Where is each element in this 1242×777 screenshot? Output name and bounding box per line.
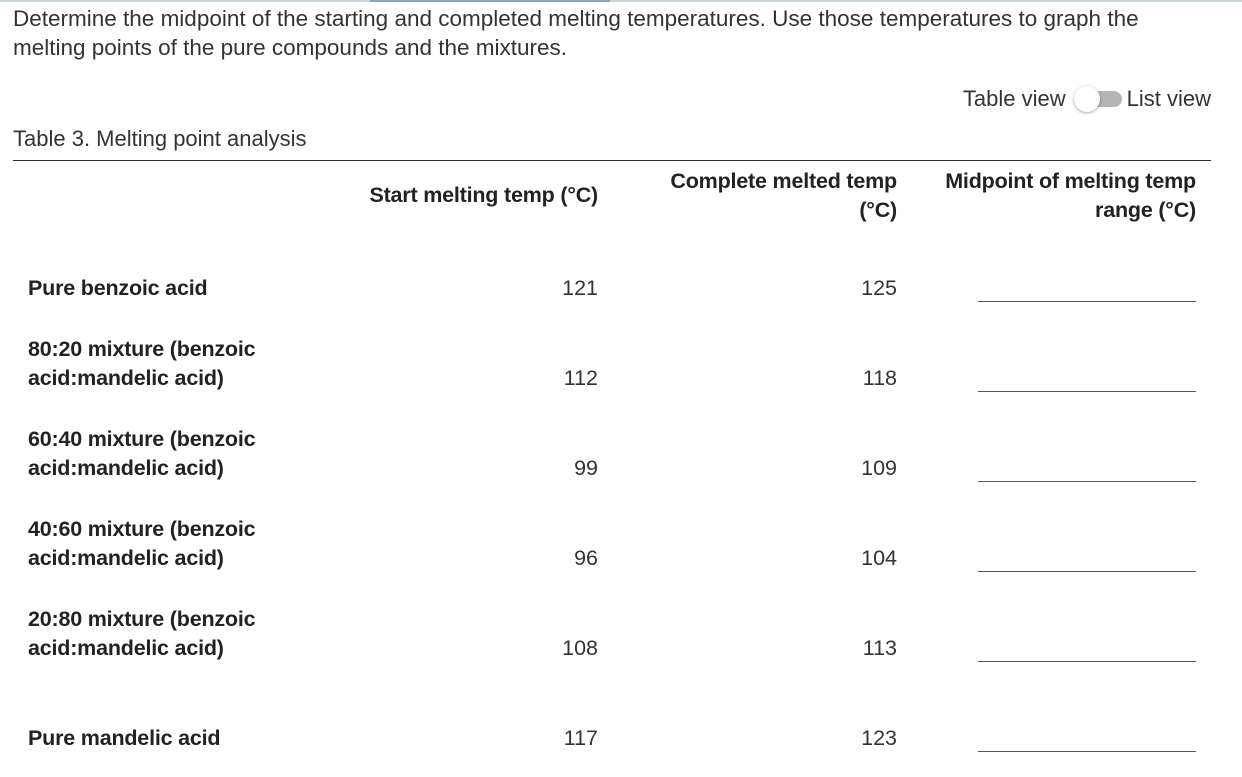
cell-start: 112 [563, 366, 598, 390]
view-toggle: Table view List view [963, 84, 1211, 114]
top-border [0, 0, 1242, 2]
row-label-line2: acid:mandelic acid) [28, 546, 224, 570]
midpoint-answer-blank[interactable] [978, 481, 1196, 482]
list-view-label[interactable]: List view [1126, 86, 1211, 111]
midpoint-answer-blank[interactable] [978, 751, 1196, 752]
midpoint-answer-blank[interactable] [978, 661, 1196, 662]
row-label-line1: 40:60 mixture (benzoic [28, 517, 256, 541]
table-top-rule [13, 160, 1211, 161]
cell-start: 117 [563, 726, 598, 750]
toggle-knob[interactable] [1073, 86, 1100, 112]
row-label-line2: acid:mandelic acid) [28, 456, 224, 480]
row-label-line2: acid:mandelic acid) [28, 366, 224, 390]
row-label-40-60: 40:60 mixture (benzoic acid:mandelic aci… [28, 515, 256, 573]
row-label-line1: 20:80 mixture (benzoic [28, 607, 256, 631]
row-label-60-40: 60:40 mixture (benzoic acid:mandelic aci… [28, 425, 256, 483]
cell-complete: 109 [861, 456, 897, 480]
header-midpoint-line2: range (°C) [1095, 198, 1196, 222]
row-label-line1: Pure benzoic acid [28, 276, 208, 300]
table-caption: Table 3. Melting point analysis [13, 126, 307, 151]
cell-complete: 118 [862, 366, 897, 390]
header-complete-line1: Complete melted temp [670, 169, 897, 193]
table-view-label[interactable]: Table view [962, 86, 1066, 111]
row-label-pure-benzoic: Pure benzoic acid [28, 274, 208, 303]
cell-complete: 104 [861, 546, 897, 570]
header-midpoint: Midpoint of melting temp range (°C) [945, 167, 1196, 225]
cell-complete: 123 [861, 726, 897, 750]
header-start-temp: Start melting temp (°C) [369, 183, 598, 207]
cell-start: 108 [562, 636, 598, 660]
cell-complete: 113 [862, 636, 897, 660]
cell-start: 99 [574, 456, 598, 480]
midpoint-answer-blank[interactable] [978, 301, 1196, 302]
row-label-line1: 80:20 mixture (benzoic [28, 337, 256, 361]
header-complete-temp: Complete melted temp (°C) [670, 167, 897, 225]
row-label-20-80: 20:80 mixture (benzoic acid:mandelic aci… [28, 605, 256, 663]
row-label-line1: Pure mandelic acid [28, 726, 221, 750]
cell-start: 96 [574, 546, 598, 570]
row-label-80-20: 80:20 mixture (benzoic acid:mandelic aci… [28, 335, 256, 393]
cell-complete: 125 [861, 276, 897, 300]
row-label-line1: 60:40 mixture (benzoic [28, 427, 256, 451]
header-complete-line2: (°C) [859, 198, 897, 222]
midpoint-answer-blank[interactable] [978, 571, 1196, 572]
row-label-pure-mandelic: Pure mandelic acid [28, 724, 221, 753]
view-toggle-switch[interactable] [1072, 84, 1124, 114]
row-label-line2: acid:mandelic acid) [28, 636, 224, 660]
cell-start: 121 [562, 276, 598, 300]
top-border-segment [370, 0, 610, 2]
midpoint-answer-blank[interactable] [978, 391, 1196, 392]
header-midpoint-line1: Midpoint of melting temp [945, 169, 1196, 193]
instructions-text: Determine the midpoint of the starting a… [13, 6, 1139, 60]
